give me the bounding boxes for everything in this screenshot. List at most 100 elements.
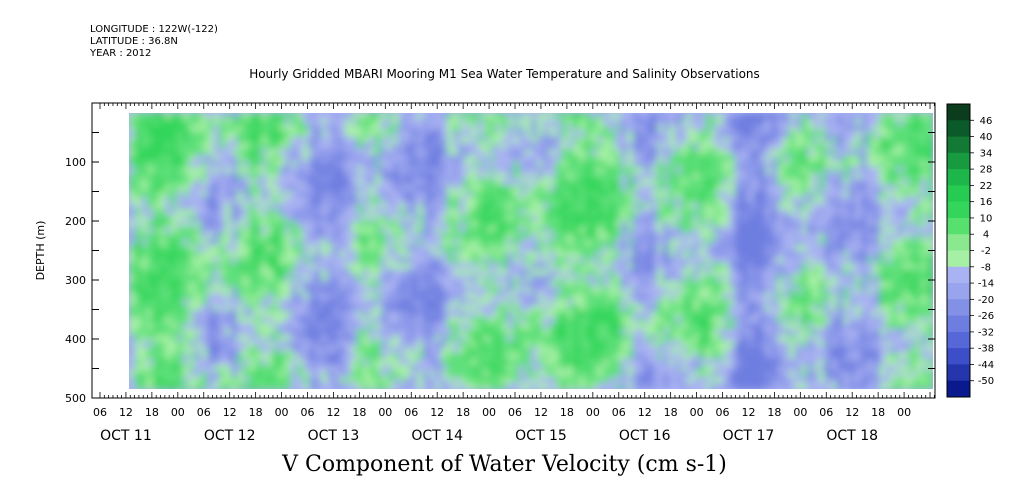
- field-cell: [207, 365, 214, 372]
- field-cell: [765, 257, 772, 264]
- field-cell: [489, 239, 496, 246]
- field-cell: [627, 299, 634, 306]
- field-cell: [327, 113, 334, 120]
- field-cell: [759, 233, 766, 240]
- field-cell: [465, 161, 472, 168]
- field-cell: [213, 383, 220, 389]
- field-cell: [543, 245, 550, 252]
- field-cell: [321, 197, 328, 204]
- field-cell: [729, 281, 736, 288]
- field-cell: [615, 269, 622, 276]
- field-cell: [537, 209, 544, 216]
- field-cell: [711, 365, 718, 372]
- field-cell: [531, 281, 538, 288]
- field-cell: [699, 353, 706, 360]
- field-cell: [633, 161, 640, 168]
- field-cell: [201, 191, 208, 198]
- field-cell: [237, 323, 244, 330]
- field-cell: [237, 335, 244, 342]
- field-cell: [549, 293, 556, 300]
- field-cell: [711, 161, 718, 168]
- field-cell: [345, 347, 352, 354]
- field-cell: [747, 269, 754, 276]
- field-cell: [303, 131, 310, 138]
- field-cell: [135, 119, 142, 126]
- field-cell: [591, 191, 598, 198]
- field-cell: [363, 191, 370, 198]
- field-cell: [729, 119, 736, 126]
- field-cell: [339, 383, 346, 389]
- field-cell: [663, 377, 670, 384]
- field-cell: [435, 167, 442, 174]
- field-cell: [375, 221, 382, 228]
- field-cell: [723, 335, 730, 342]
- field-cell: [573, 185, 580, 192]
- field-cell: [681, 149, 688, 156]
- field-cell: [627, 335, 634, 342]
- field-cell: [363, 317, 370, 324]
- field-cell: [495, 383, 502, 389]
- field-cell: [255, 377, 262, 384]
- field-cell: [363, 281, 370, 288]
- field-cell: [129, 251, 136, 258]
- field-cell: [315, 179, 322, 186]
- field-cell: [513, 293, 520, 300]
- field-cell: [513, 173, 520, 180]
- field-cell: [675, 269, 682, 276]
- field-cell: [273, 227, 280, 234]
- field-cell: [231, 293, 238, 300]
- field-cell: [621, 149, 628, 156]
- field-cell: [621, 143, 628, 150]
- field-cell: [255, 125, 262, 132]
- field-cell: [357, 317, 364, 324]
- field-cell: [267, 329, 274, 336]
- field-cell: [159, 149, 166, 156]
- field-cell: [225, 263, 232, 270]
- field-cell: [387, 131, 394, 138]
- field-cell: [219, 281, 226, 288]
- field-cell: [411, 317, 418, 324]
- field-cell: [627, 353, 634, 360]
- field-cell: [489, 341, 496, 348]
- field-cell: [513, 281, 520, 288]
- field-cell: [513, 269, 520, 276]
- field-cell: [147, 251, 154, 258]
- field-cell: [639, 311, 646, 318]
- field-cell: [651, 179, 658, 186]
- field-cell: [759, 203, 766, 210]
- field-cell: [315, 329, 322, 336]
- field-cell: [759, 329, 766, 336]
- field-cell: [633, 179, 640, 186]
- field-cell: [291, 173, 298, 180]
- field-cell: [699, 323, 706, 330]
- field-cell: [633, 335, 640, 342]
- field-cell: [537, 113, 544, 120]
- field-cell: [291, 377, 298, 384]
- field-cell: [777, 215, 784, 222]
- field-cell: [177, 365, 184, 372]
- field-cell: [447, 305, 454, 312]
- field-cell: [507, 251, 514, 258]
- field-cell: [585, 275, 592, 282]
- field-cell: [405, 167, 412, 174]
- field-cell: [279, 359, 286, 366]
- field-cell: [519, 311, 526, 318]
- field-cell: [513, 113, 520, 120]
- field-cell: [399, 131, 406, 138]
- field-cell: [297, 167, 304, 174]
- field-cell: [555, 197, 562, 204]
- field-cell: [777, 143, 784, 150]
- field-cell: [609, 317, 616, 324]
- field-cell: [579, 167, 586, 174]
- field-cell: [663, 233, 670, 240]
- field-cell: [279, 161, 286, 168]
- field-cell: [489, 377, 496, 384]
- field-cell: [765, 167, 772, 174]
- field-cell: [711, 173, 718, 180]
- field-cell: [591, 365, 598, 372]
- field-cell: [591, 317, 598, 324]
- field-cell: [339, 221, 346, 228]
- field-cell: [159, 347, 166, 354]
- field-cell: [771, 179, 778, 186]
- field-cell: [339, 149, 346, 156]
